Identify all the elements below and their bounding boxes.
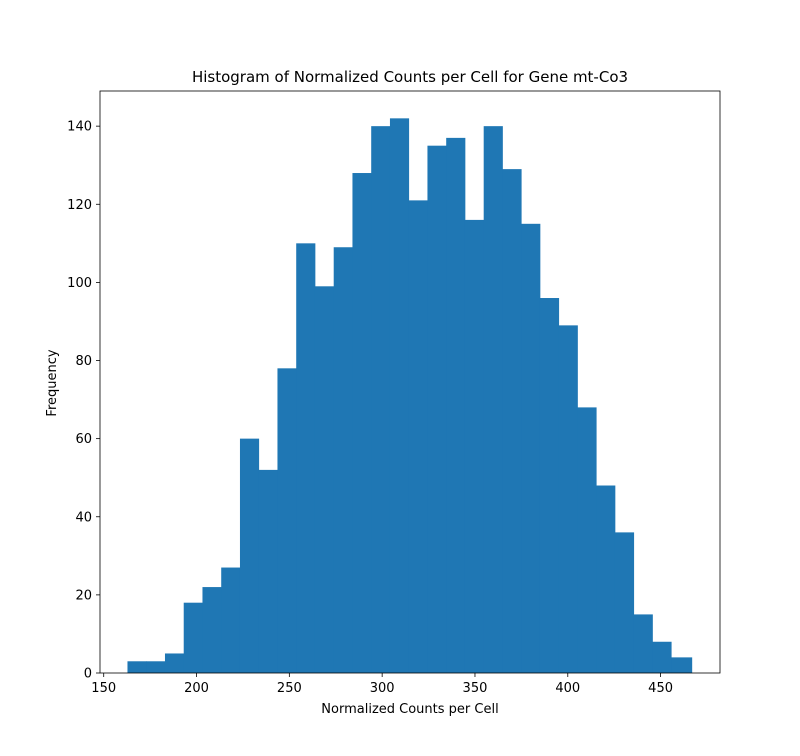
histogram-bar [539,298,560,673]
plot-frame [99,90,721,674]
histogram-bar [427,145,447,673]
histogram-bar [352,173,372,673]
histogram-bar [258,469,278,673]
histogram-bar [277,368,297,673]
x-tick-label: 150 [91,681,116,696]
histogram-bar [577,407,597,673]
histogram-bar [371,126,391,674]
histogram-bar [596,485,616,673]
y-axis-label: Frequency [45,349,60,416]
chart-title: Histogram of Normalized Counts per Cell … [192,68,628,86]
histogram-bar [521,223,541,674]
histogram-bar [558,325,578,673]
x-tick-label: 400 [555,681,580,696]
y-tick-label: 120 [67,198,92,213]
histogram-bar [221,567,241,673]
histogram-bar [127,661,147,673]
y-tick-label: 80 [75,354,92,369]
histogram-bar [633,614,653,673]
x-tick-label: 350 [463,681,488,696]
x-tick-label: 250 [277,681,302,696]
x-axis-ticks: 150 200 250 300 350 400 450 [91,673,673,696]
histogram-bar [146,661,166,673]
histogram-bar [614,532,635,673]
histogram-bar [314,286,335,673]
histogram-bar [408,200,428,673]
y-tick-label: 40 [75,510,92,525]
histogram-bar [183,602,203,673]
histogram-bar [446,137,466,673]
x-tick-label: 200 [184,681,209,696]
bars-group [127,118,693,674]
x-tick-label: 300 [370,681,395,696]
y-tick-label: 0 [84,667,92,682]
y-tick-label: 100 [67,276,92,291]
x-tick-label: 450 [648,681,673,696]
histogram-bar [389,118,410,673]
histogram-bar [502,169,522,674]
histogram-bar [202,587,222,673]
histogram-bar [464,219,485,673]
histogram-bar [652,641,672,673]
histogram-bar [671,657,693,673]
histogram-bar [239,438,260,673]
x-axis-label: Normalized Counts per Cell [321,702,498,717]
histogram-bar [296,243,316,673]
y-tick-label: 140 [67,120,92,135]
y-tick-label: 20 [75,588,92,603]
y-tick-label: 60 [75,432,92,447]
histogram-bar [164,653,185,673]
histogram-bar [483,126,503,674]
y-axis-ticks: 0 20 40 60 80 100 120 140 [67,120,100,682]
histogram-bar [333,247,353,673]
